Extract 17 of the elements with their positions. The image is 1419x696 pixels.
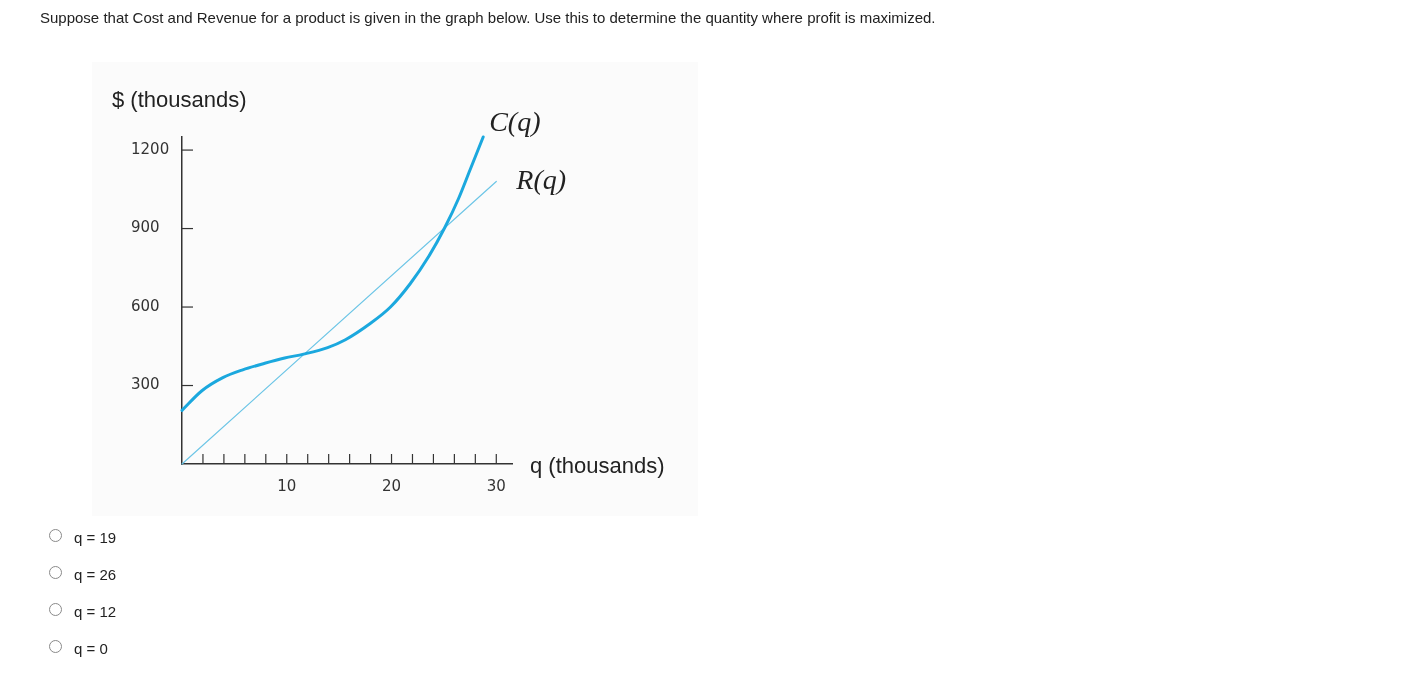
chart-title: Suppose that Cost and Revenue for a product is given in the graph below. Use this to determine the quantity where profit is maximized. <box>40 9 936 26</box>
x-axis-title: q (thousands) <box>530 453 665 479</box>
y-axis-title: $ (thousands) <box>112 87 247 113</box>
y-tick-label: 300 <box>131 375 160 394</box>
text: q = 19 <box>74 529 117 546</box>
y-tick-label: 1200 <box>131 139 170 158</box>
text: q = 12 <box>74 603 117 620</box>
line-series <box>180 135 485 412</box>
x-tick-label: 10 <box>277 476 297 495</box>
x-tick-label: 30 <box>486 476 506 495</box>
text: q = 26 <box>74 566 117 583</box>
y-tick-label: 900 <box>131 218 160 237</box>
text: q = 0 <box>74 640 108 657</box>
x-tick-label: 20 <box>381 476 402 495</box>
series-label: C(q) <box>489 106 541 137</box>
series-label: R(q) <box>515 164 567 196</box>
y-tick-label: 600 <box>131 296 160 315</box>
